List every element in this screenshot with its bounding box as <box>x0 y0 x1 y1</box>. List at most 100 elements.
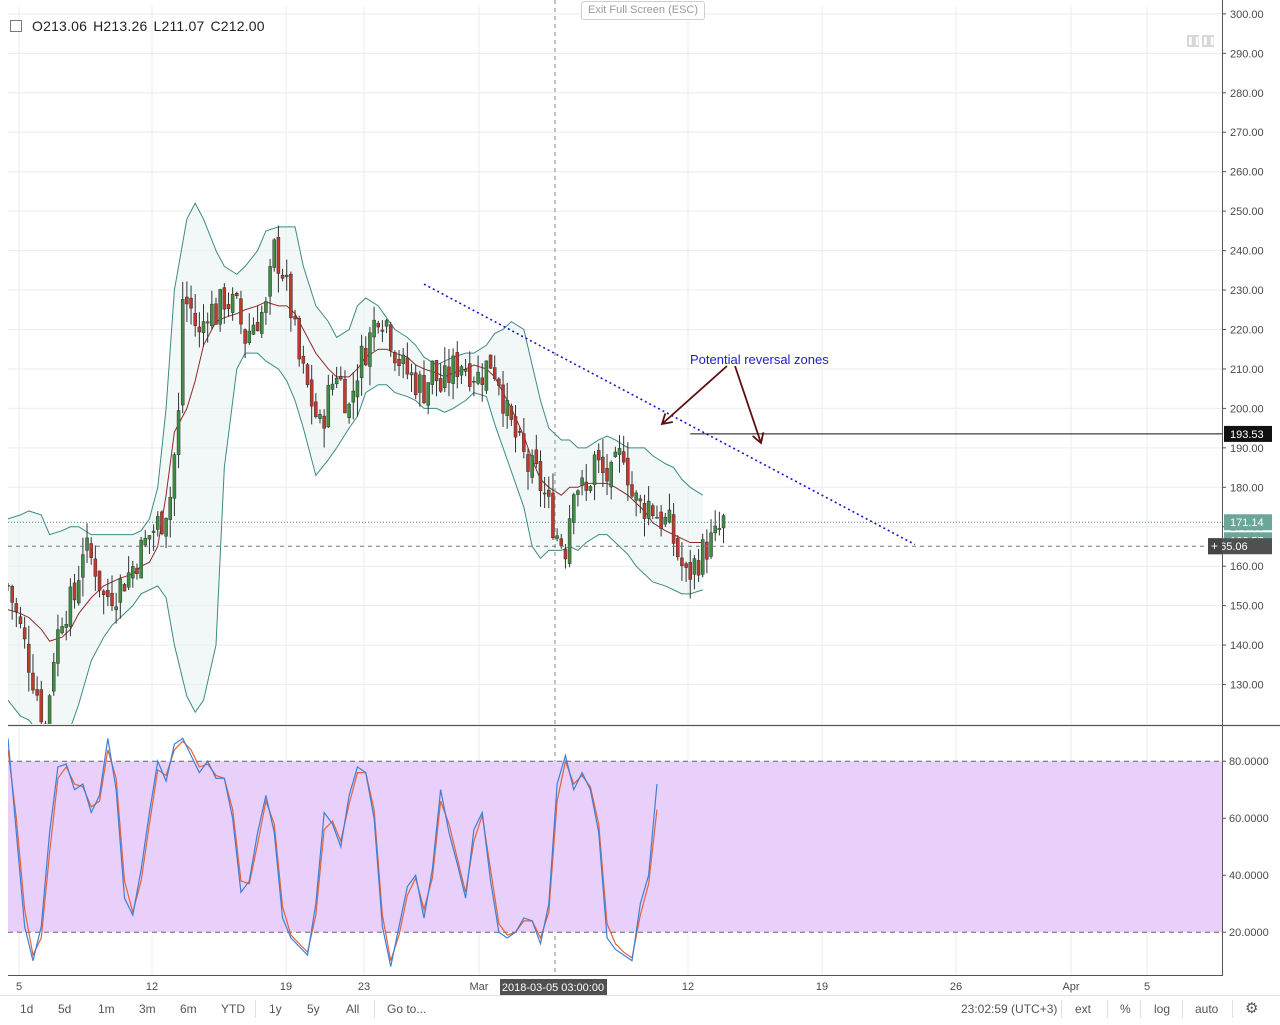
range-5y-button[interactable]: 5y <box>307 1002 320 1016</box>
candle-body <box>638 498 643 502</box>
candle-body <box>384 320 389 327</box>
candle-body <box>572 494 576 523</box>
candle-body <box>210 303 214 327</box>
candle-body <box>534 449 539 465</box>
price-tick-label: 240.00 <box>1230 246 1264 258</box>
range-ytd-button[interactable]: YTD <box>221 1002 245 1016</box>
candle-body <box>721 515 726 529</box>
range-5d-button[interactable]: 5d <box>58 1002 72 1016</box>
price-tick-label: 230.00 <box>1230 285 1264 297</box>
price-tick-label: 150.00 <box>1230 601 1264 613</box>
candle-body <box>401 354 405 364</box>
candle-body <box>255 322 260 332</box>
auto-toggle[interactable]: auto <box>1195 1002 1219 1016</box>
ext-toggle[interactable]: ext <box>1075 1002 1092 1016</box>
candle-body <box>522 433 526 452</box>
osc-tick-label: 60.0000 <box>1229 813 1269 825</box>
time-tick-label: 26 <box>950 981 962 993</box>
candle-body <box>717 528 722 530</box>
stoch-band-fill <box>8 761 1222 933</box>
candle-body <box>555 535 559 539</box>
candle-body <box>235 293 239 297</box>
range-1y-button[interactable]: 1y <box>269 1002 282 1016</box>
candle-body <box>68 586 73 627</box>
candle-body <box>143 537 148 546</box>
range-1m-button[interactable]: 1m <box>98 1002 115 1016</box>
osc-tick-label: 80.0000 <box>1229 756 1269 768</box>
candle-body <box>418 374 422 393</box>
candle-body <box>226 304 231 310</box>
candle-body <box>110 592 114 607</box>
candle-body <box>492 367 497 379</box>
candle-body <box>709 532 713 557</box>
candle-body <box>180 299 185 406</box>
candle-body <box>509 405 514 420</box>
time-tick-label: Apr <box>1062 981 1079 993</box>
candle-body <box>131 566 135 579</box>
candle-body <box>359 345 364 379</box>
time-tick-label: 5 <box>1144 981 1150 993</box>
candle-body <box>455 352 460 377</box>
exit-fullscreen-button[interactable]: Exit Full Screen (ESC) <box>581 1 705 20</box>
candle-body <box>318 414 322 419</box>
candle-body <box>551 492 555 538</box>
candle-body <box>197 326 202 333</box>
settings-gear-icon[interactable]: ⚙ <box>1245 1000 1259 1017</box>
candle-body <box>463 369 468 372</box>
candle-body <box>705 541 709 560</box>
candle-body <box>651 505 655 516</box>
add-alert-icon: + <box>1211 539 1218 553</box>
high-value: H213.26 <box>93 18 148 34</box>
candle-body <box>330 383 335 390</box>
candle-body <box>451 355 455 384</box>
candle-body <box>426 382 430 406</box>
price-tick-label: 180.00 <box>1230 482 1264 494</box>
candle-body <box>122 584 127 592</box>
candle-body <box>663 516 668 525</box>
range-all-button[interactable]: All <box>346 1002 360 1016</box>
candle-body <box>559 538 564 546</box>
candle-body <box>284 274 289 278</box>
bollinger-upper-line <box>8 202 703 536</box>
candle-body <box>542 492 547 495</box>
range-1d-button[interactable]: 1d <box>20 1002 34 1016</box>
open-value: O213.06 <box>32 18 88 34</box>
candle-body <box>405 357 410 375</box>
candle-body <box>580 477 584 486</box>
time-tick-label: Mar <box>470 981 489 993</box>
candle-body <box>89 543 93 558</box>
candle-body <box>364 348 368 366</box>
candle-body <box>517 430 522 433</box>
reversal-arrow-right-head <box>752 432 765 445</box>
range-6m-button[interactable]: 6m <box>180 1002 197 1016</box>
candle-body <box>596 450 601 461</box>
candle-body <box>47 695 52 724</box>
reversal-arrow-left <box>661 365 728 425</box>
candle-body <box>106 590 110 597</box>
log-toggle[interactable]: log <box>1154 1002 1171 1016</box>
candle-body <box>347 403 351 418</box>
candle-body <box>376 322 380 328</box>
candle-body <box>497 378 501 386</box>
ohlc-header: O213.06 H213.26 L211.07 C212.00 <box>10 18 265 34</box>
goto-button[interactable]: Go to... <box>387 1002 427 1016</box>
candle-body <box>538 461 543 492</box>
range-3m-button[interactable]: 3m <box>139 1002 156 1016</box>
crosshair-price-badge-bg <box>1208 538 1272 555</box>
scroll-right-icon[interactable]: ❚❚ <box>1202 35 1216 47</box>
percent-toggle[interactable]: % <box>1120 1002 1131 1016</box>
candle-body <box>22 627 27 640</box>
candle-body <box>680 557 684 567</box>
candle-body <box>72 582 77 601</box>
price-tick-label: 220.00 <box>1230 324 1264 336</box>
candle-body <box>230 293 235 313</box>
candle-body <box>547 489 551 497</box>
candle-body <box>268 266 272 297</box>
scroll-left-icon[interactable]: ❚❚ <box>1187 35 1201 47</box>
price-chart[interactable]: Potential reversal zonesbuy signal300.00… <box>0 0 1280 995</box>
time-tick-label: 19 <box>816 981 828 993</box>
candle-body <box>301 355 306 364</box>
time-tick-label: 5 <box>16 981 22 993</box>
symbol-toggle-icon[interactable] <box>10 20 22 32</box>
